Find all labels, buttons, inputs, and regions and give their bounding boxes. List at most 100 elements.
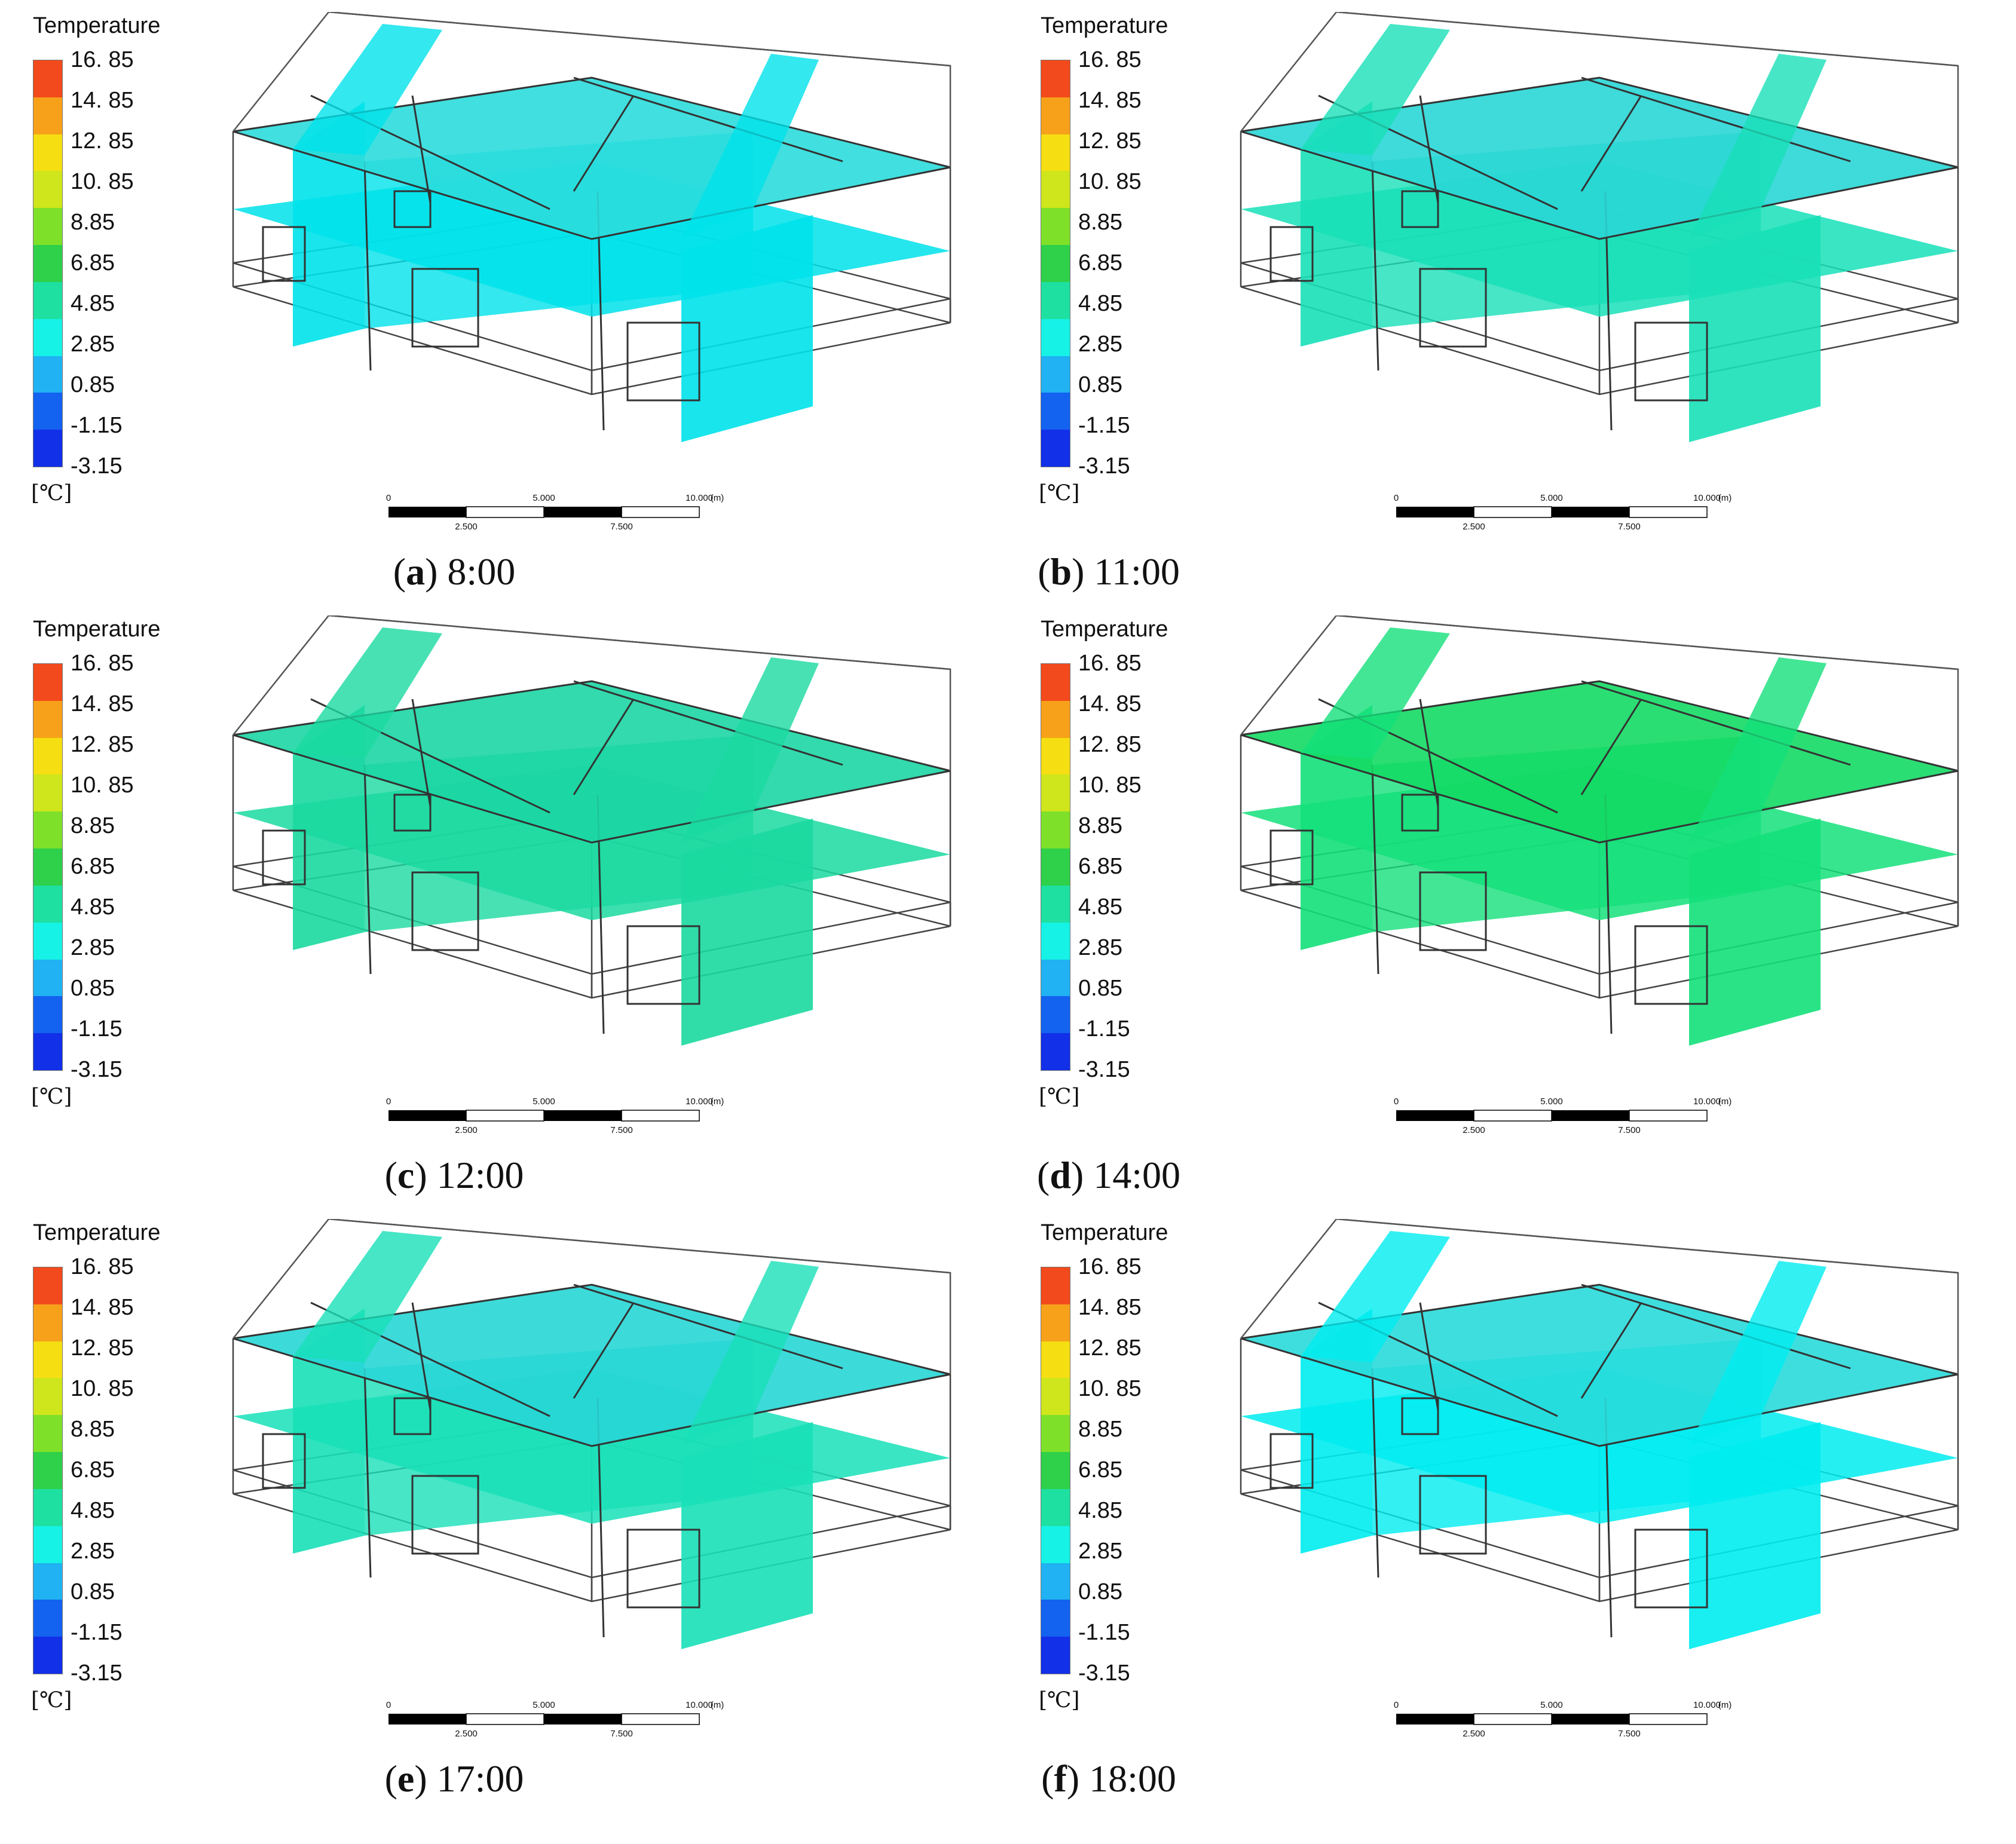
scale-unit: (m) bbox=[1718, 1700, 1732, 1710]
legend-color-segment bbox=[33, 393, 62, 430]
legend-color-segment bbox=[33, 1415, 62, 1453]
legend-tick-label: 2.85 bbox=[71, 935, 115, 960]
scale-bar: 0 5.000 10.000 (m) 2.500 7.500 bbox=[1394, 1096, 1732, 1135]
legend-title: Temperature bbox=[1041, 617, 1168, 642]
scale-unit: (m) bbox=[1718, 493, 1732, 503]
door-frame bbox=[1419, 1475, 1487, 1555]
legend-tick-label: 4.85 bbox=[71, 1498, 115, 1523]
panel-caption: (d) 14:00 bbox=[1037, 1154, 1180, 1196]
legend-tick-label: 14. 85 bbox=[1078, 88, 1142, 113]
temperature-panel-e: Temperature 16. 85 14. 85 12. 85 10. 85 8.85… bbox=[0, 1207, 1008, 1811]
gable-slice-right bbox=[681, 1261, 819, 1446]
scale-label: 2.500 bbox=[1463, 1729, 1485, 1739]
legend-tick-label: 6.85 bbox=[71, 250, 115, 275]
partition-wall bbox=[1371, 1368, 1379, 1578]
panel-letter: a bbox=[406, 550, 426, 593]
scale-label: 0 bbox=[386, 493, 391, 503]
panel-time: 17:00 bbox=[436, 1757, 524, 1800]
panel-time: 11:00 bbox=[1094, 550, 1180, 593]
panel-caption: (b) 11:00 bbox=[1038, 550, 1180, 593]
legend-tick-label: 14. 85 bbox=[71, 88, 134, 113]
legend-tick-label: 16. 85 bbox=[71, 651, 134, 676]
legend-color-segment bbox=[1041, 1033, 1070, 1071]
door-frame bbox=[1634, 925, 1708, 1005]
door-frame bbox=[626, 321, 700, 402]
legend-color-segment bbox=[1041, 1304, 1070, 1342]
scale-bar: 0 5.000 10.000 (m) 2.500 7.500 bbox=[1394, 493, 1732, 532]
legend-tick-label: 2.85 bbox=[1078, 935, 1122, 960]
scale-segment bbox=[1396, 507, 1474, 517]
legend-color-segment bbox=[1041, 996, 1070, 1034]
legend-tick-label: 10. 85 bbox=[1078, 773, 1142, 798]
ceiling-beam bbox=[1419, 95, 1439, 204]
scale-segment bbox=[466, 506, 544, 518]
legend-color-segment bbox=[33, 171, 62, 209]
legend-color-segment bbox=[33, 922, 62, 960]
legend-color-segment bbox=[1041, 1341, 1070, 1379]
vertical-slice-right bbox=[1689, 215, 1821, 442]
scale-segment bbox=[1396, 1714, 1474, 1724]
legend-tick-label: 12. 85 bbox=[1078, 1335, 1142, 1361]
ceiling-beam bbox=[1580, 1302, 1642, 1399]
legend-tick-label: 8.85 bbox=[1078, 210, 1122, 235]
building-model bbox=[232, 1219, 952, 1649]
ceiling-beam bbox=[573, 76, 843, 163]
legend-color-segment bbox=[1041, 885, 1070, 923]
legend-color-segment bbox=[1041, 281, 1070, 320]
ceiling-beam bbox=[1581, 680, 1851, 766]
legend-tick-label: 4.85 bbox=[1078, 895, 1122, 920]
legend-color-segment bbox=[33, 1267, 62, 1305]
legend-color-segment bbox=[33, 1600, 62, 1637]
scale-label: 5.000 bbox=[1540, 493, 1563, 503]
window-frame bbox=[1269, 1433, 1314, 1489]
legend-tick-label: 0.85 bbox=[71, 1579, 115, 1604]
partition-wall bbox=[1371, 764, 1379, 975]
window-frame bbox=[393, 794, 432, 832]
scale-unit: (m) bbox=[711, 1700, 724, 1710]
legend-color-segment bbox=[33, 885, 62, 923]
legend-color-segment bbox=[1041, 1378, 1070, 1416]
scale-unit: (m) bbox=[1718, 1096, 1732, 1107]
legend-tick-label: 4.85 bbox=[71, 895, 115, 920]
legend-tick-label: 10. 85 bbox=[1078, 1376, 1142, 1401]
legend-tick-label: 0.85 bbox=[71, 372, 115, 397]
legend-color-segment bbox=[1041, 664, 1070, 702]
scale-segment bbox=[1629, 506, 1708, 518]
legend-unit: [℃] bbox=[31, 1085, 72, 1109]
scale-segment bbox=[1552, 507, 1629, 517]
scale-segment bbox=[1396, 1110, 1474, 1121]
legend-tick-label: -3.15 bbox=[1078, 1661, 1130, 1686]
ceiling-beam bbox=[411, 95, 432, 204]
scale-segment bbox=[544, 1714, 622, 1724]
scale-label: 10.000 bbox=[1693, 493, 1721, 503]
window-frame bbox=[1269, 226, 1314, 282]
window-frame bbox=[1401, 794, 1439, 832]
ceiling-beam bbox=[1581, 1284, 1851, 1370]
scale-segment bbox=[1552, 1110, 1629, 1121]
color-legend bbox=[33, 60, 63, 467]
legend-tick-label: 12. 85 bbox=[71, 128, 134, 154]
scale-segment bbox=[1473, 506, 1552, 518]
window-frame bbox=[1401, 1397, 1439, 1435]
legend-color-segment bbox=[1041, 318, 1070, 357]
legend-tick-label: -1.15 bbox=[1078, 413, 1130, 438]
legend-color-segment bbox=[33, 1378, 62, 1416]
color-legend bbox=[1041, 60, 1070, 467]
legend-tick-label: -3.15 bbox=[1078, 454, 1130, 479]
scale-unit: (m) bbox=[711, 1096, 724, 1107]
legend-tick-label: 12. 85 bbox=[1078, 128, 1142, 154]
gable-slice-left bbox=[1301, 24, 1450, 155]
panel-caption: (f) 18:00 bbox=[1041, 1757, 1176, 1800]
legend-color-segment bbox=[33, 318, 62, 357]
legend-color-segment bbox=[33, 811, 62, 849]
door-frame bbox=[1634, 1529, 1708, 1609]
legend-tick-label: 6.85 bbox=[1078, 1457, 1122, 1482]
window-frame bbox=[393, 190, 432, 228]
ceiling-beam bbox=[1419, 1302, 1439, 1411]
ceiling-beam bbox=[573, 699, 635, 795]
gable-slice-left bbox=[293, 627, 442, 759]
legend-tick-label: 12. 85 bbox=[71, 1335, 134, 1361]
legend-tick-label: 2.85 bbox=[71, 332, 115, 357]
legend-tick-label: 16. 85 bbox=[71, 47, 134, 72]
scale-segment bbox=[621, 1110, 700, 1122]
